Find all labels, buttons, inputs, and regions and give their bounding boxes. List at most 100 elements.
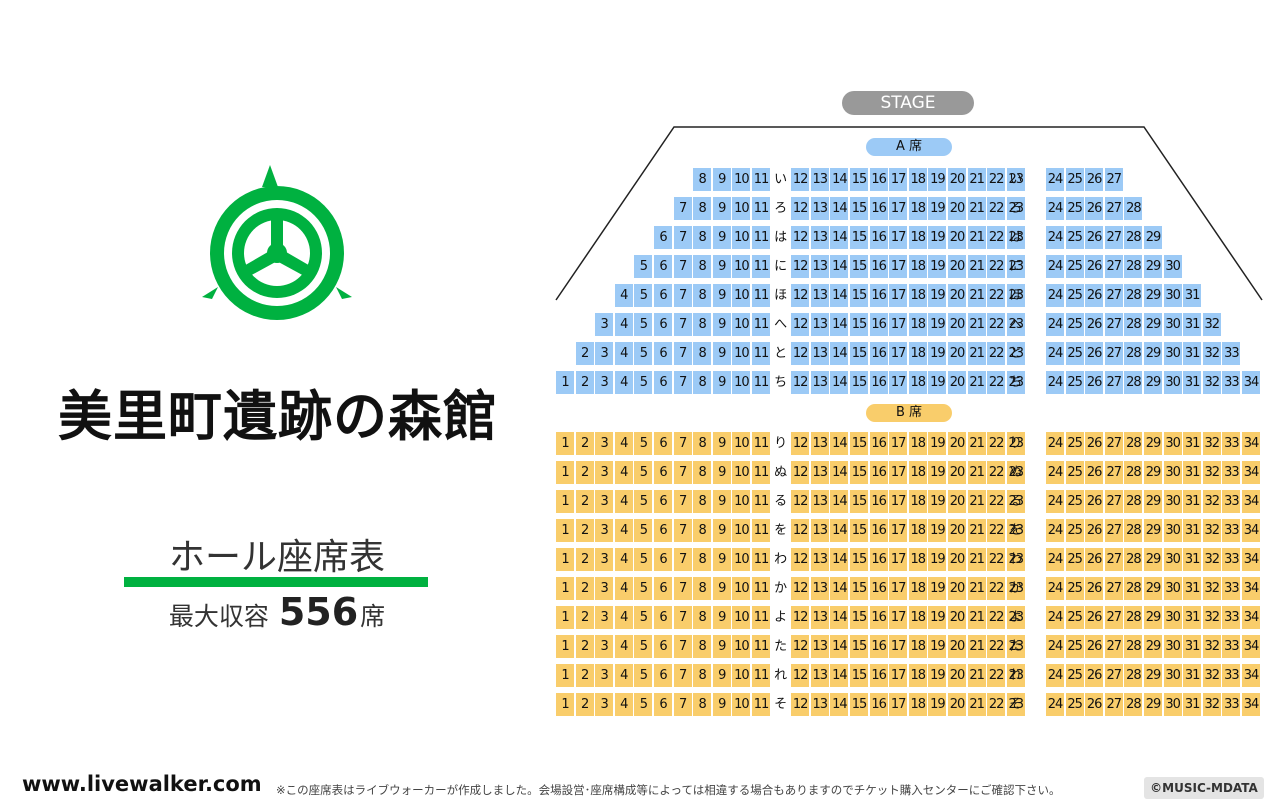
seat[interactable]: 31 bbox=[1183, 313, 1202, 336]
seat[interactable]: 15 bbox=[850, 342, 868, 365]
seat[interactable]: 14 bbox=[830, 168, 849, 191]
seat[interactable]: 29 bbox=[1144, 490, 1162, 513]
seat[interactable]: 6 bbox=[654, 664, 672, 687]
seat[interactable]: 27 bbox=[1104, 577, 1123, 600]
seat[interactable]: 26 bbox=[1085, 577, 1104, 600]
seat[interactable]: 12 bbox=[791, 519, 810, 542]
seat[interactable]: 5 bbox=[634, 432, 653, 455]
seat[interactable]: 2 bbox=[575, 664, 594, 687]
seat[interactable]: 10 bbox=[732, 635, 751, 658]
seat[interactable]: 26 bbox=[1085, 519, 1104, 542]
seat[interactable]: 28 bbox=[1124, 693, 1143, 716]
seat[interactable]: 15 bbox=[850, 371, 868, 394]
seat[interactable]: 19 bbox=[928, 490, 947, 513]
seat[interactable]: 14 bbox=[830, 606, 849, 629]
seat[interactable]: 19 bbox=[928, 664, 947, 687]
seat[interactable]: 4 bbox=[614, 693, 633, 716]
seat[interactable]: 28 bbox=[1124, 197, 1143, 220]
seat[interactable]: 28 bbox=[1124, 461, 1143, 484]
seat[interactable]: 25 bbox=[1065, 168, 1084, 191]
seat[interactable]: 34 bbox=[1242, 519, 1260, 542]
seat[interactable]: 25 bbox=[1065, 461, 1084, 484]
seat[interactable]: 13 bbox=[810, 664, 829, 687]
seat[interactable]: 17 bbox=[889, 197, 908, 220]
seat[interactable]: 31 bbox=[1183, 693, 1202, 716]
seat[interactable]: 11 bbox=[752, 577, 770, 600]
seat[interactable]: 12 bbox=[791, 548, 810, 571]
seat[interactable]: 32 bbox=[1202, 548, 1221, 571]
seat[interactable]: 7 bbox=[673, 432, 692, 455]
seat[interactable]: 13 bbox=[810, 371, 829, 394]
seat[interactable]: 26 bbox=[1085, 606, 1104, 629]
seat[interactable]: 14 bbox=[830, 461, 849, 484]
seat[interactable]: 25 bbox=[1065, 664, 1084, 687]
seat[interactable]: 23 bbox=[1006, 313, 1025, 336]
seat[interactable]: 20 bbox=[948, 635, 966, 658]
seat[interactable]: 23 bbox=[1006, 519, 1025, 542]
seat[interactable]: 15 bbox=[850, 548, 868, 571]
seat[interactable]: 19 bbox=[928, 548, 947, 571]
seat[interactable]: 31 bbox=[1183, 371, 1202, 394]
seat[interactable]: 31 bbox=[1183, 548, 1202, 571]
seat[interactable]: 4 bbox=[614, 461, 633, 484]
seat[interactable]: 19 bbox=[928, 606, 947, 629]
seat[interactable]: 5 bbox=[634, 371, 653, 394]
seat[interactable]: 14 bbox=[830, 664, 849, 687]
seat[interactable]: 30 bbox=[1163, 606, 1182, 629]
seat[interactable]: 21 bbox=[967, 635, 986, 658]
seat[interactable]: 27 bbox=[1104, 461, 1123, 484]
seat[interactable]: 15 bbox=[850, 313, 868, 336]
seat[interactable]: 32 bbox=[1202, 577, 1221, 600]
seat[interactable]: 10 bbox=[732, 168, 751, 191]
seat[interactable]: 11 bbox=[752, 693, 770, 716]
seat[interactable]: 9 bbox=[712, 226, 731, 249]
seat[interactable]: 18 bbox=[908, 342, 927, 365]
seat[interactable]: 6 bbox=[654, 606, 672, 629]
seat[interactable]: 8 bbox=[693, 255, 712, 278]
seat[interactable]: 17 bbox=[889, 371, 908, 394]
seat[interactable]: 23 bbox=[1006, 548, 1025, 571]
seat[interactable]: 19 bbox=[928, 371, 947, 394]
seat[interactable]: 28 bbox=[1124, 548, 1143, 571]
seat[interactable]: 33 bbox=[1222, 432, 1241, 455]
seat[interactable]: 12 bbox=[791, 284, 810, 307]
seat[interactable]: 11 bbox=[752, 226, 770, 249]
seat[interactable]: 26 bbox=[1085, 490, 1104, 513]
seat[interactable]: 32 bbox=[1202, 342, 1221, 365]
seat[interactable]: 9 bbox=[712, 168, 731, 191]
seat[interactable]: 24 bbox=[1046, 313, 1064, 336]
seat[interactable]: 33 bbox=[1222, 490, 1241, 513]
seat[interactable]: 33 bbox=[1222, 606, 1241, 629]
seat[interactable]: 13 bbox=[810, 606, 829, 629]
seat[interactable]: 22 bbox=[987, 606, 1006, 629]
seat[interactable]: 18 bbox=[908, 490, 927, 513]
seat[interactable]: 6 bbox=[654, 693, 672, 716]
seat[interactable]: 16 bbox=[869, 461, 888, 484]
seat[interactable]: 5 bbox=[634, 693, 653, 716]
seat[interactable]: 20 bbox=[948, 284, 966, 307]
seat[interactable]: 31 bbox=[1183, 284, 1202, 307]
seat[interactable]: 5 bbox=[634, 548, 653, 571]
seat[interactable]: 18 bbox=[908, 226, 927, 249]
seat[interactable]: 23 bbox=[1006, 635, 1025, 658]
seat[interactable]: 30 bbox=[1163, 490, 1182, 513]
seat[interactable]: 24 bbox=[1046, 371, 1064, 394]
seat[interactable]: 13 bbox=[810, 432, 829, 455]
seat[interactable]: 6 bbox=[654, 284, 672, 307]
seat[interactable]: 12 bbox=[791, 255, 810, 278]
seat[interactable]: 5 bbox=[634, 313, 653, 336]
seat[interactable]: 10 bbox=[732, 432, 751, 455]
seat[interactable]: 11 bbox=[752, 168, 770, 191]
seat[interactable]: 13 bbox=[810, 226, 829, 249]
seat[interactable]: 10 bbox=[732, 226, 751, 249]
seat[interactable]: 8 bbox=[693, 693, 712, 716]
seat[interactable]: 30 bbox=[1163, 255, 1182, 278]
seat[interactable]: 24 bbox=[1046, 548, 1064, 571]
seat[interactable]: 27 bbox=[1104, 606, 1123, 629]
seat[interactable]: 14 bbox=[830, 490, 849, 513]
seat[interactable]: 12 bbox=[791, 371, 810, 394]
seat[interactable]: 16 bbox=[869, 519, 888, 542]
seat[interactable]: 29 bbox=[1144, 342, 1162, 365]
seat[interactable]: 25 bbox=[1065, 548, 1084, 571]
seat[interactable]: 26 bbox=[1085, 255, 1104, 278]
